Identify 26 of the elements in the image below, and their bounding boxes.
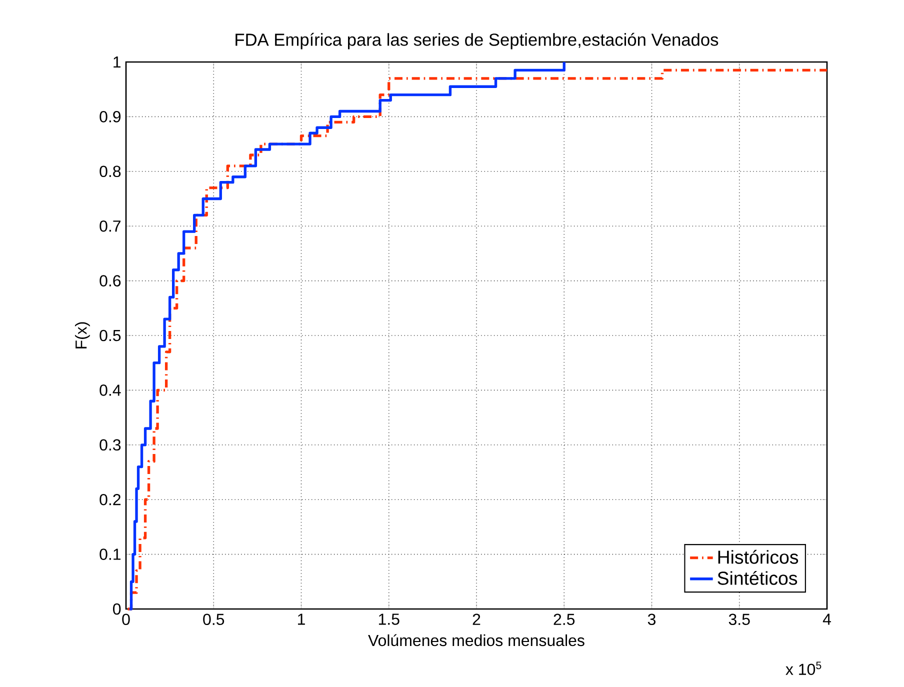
x-tick-label: 0	[122, 614, 130, 626]
y-tick-label: 0.4	[100, 384, 121, 396]
y-tick-label: 0.3	[100, 439, 121, 451]
legend-label: Históricos	[718, 550, 798, 564]
x-tick-label: 0.5	[203, 614, 224, 626]
y-tick-label: 0	[113, 603, 121, 615]
legend-label: Sintéticos	[718, 570, 798, 585]
x-tick-label: 1	[298, 614, 305, 625]
x-tick-label: 4	[822, 614, 831, 625]
chart-title: FDA Empírica para las series de Septiembre,estación Venados	[236, 32, 718, 50]
y-tick-label: 0.9	[100, 111, 121, 122]
x-tick-label: 3	[648, 614, 656, 626]
y-tick-label: 0.2	[100, 494, 120, 506]
y-tick-label: 0.6	[100, 275, 121, 286]
x-tick-label: 2.5	[554, 614, 575, 626]
y-tick-label: 0.5	[100, 330, 121, 342]
x-tick-label: 1.5	[378, 614, 400, 625]
y-tick-label: 0.1	[100, 548, 121, 560]
y-tick-label: 0.7	[100, 220, 120, 232]
x-tick-label: 2	[472, 614, 480, 625]
x-axis-title: Volúmenes medios mensuales	[368, 634, 584, 646]
x-tick-label: 3.5	[728, 614, 750, 626]
text: x 10$^{5}$	[786, 662, 822, 676]
y-tick-label: 1	[114, 56, 121, 68]
y-axis-title: F(x)	[75, 322, 90, 348]
y-tick-label: 0.8	[100, 166, 121, 178]
